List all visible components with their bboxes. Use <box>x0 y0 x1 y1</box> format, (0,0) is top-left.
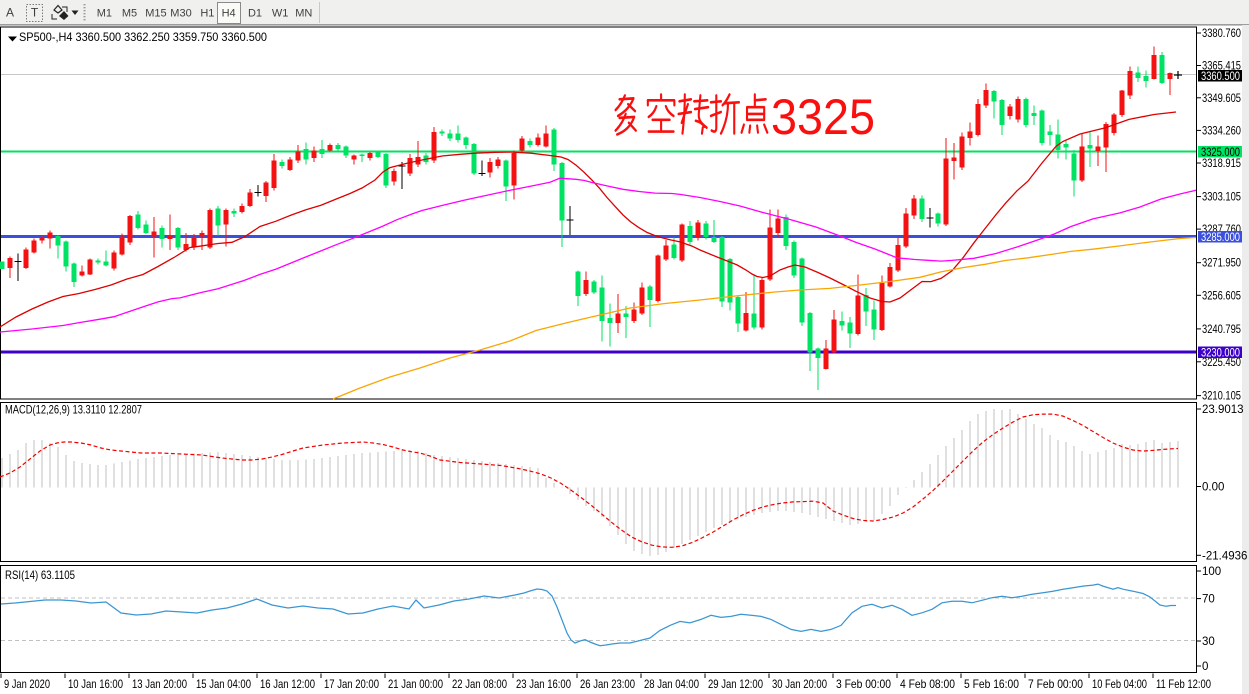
svg-text:3380.760: 3380.760 <box>1202 28 1241 40</box>
svg-text:H1: H1 <box>200 8 214 20</box>
svg-text:3240.795: 3240.795 <box>1202 324 1241 336</box>
svg-text:10 Jan 16:00: 10 Jan 16:00 <box>68 677 123 691</box>
svg-text:0.00: 0.00 <box>1202 482 1224 494</box>
svg-text:3256.605: 3256.605 <box>1202 290 1241 302</box>
svg-text:3271.950: 3271.950 <box>1202 258 1241 270</box>
svg-text:MN: MN <box>295 8 312 20</box>
svg-text:MACD(12,26,9) 13.3110 12.2807: MACD(12,26,9) 13.3110 12.2807 <box>5 403 142 417</box>
svg-text:21 Jan 00:00: 21 Jan 00:00 <box>388 677 443 691</box>
svg-text:3360.500: 3360.500 <box>1201 71 1240 83</box>
svg-text:3225.450: 3225.450 <box>1202 357 1241 369</box>
svg-text:3318.915: 3318.915 <box>1202 158 1241 170</box>
svg-text:M30: M30 <box>170 8 191 20</box>
svg-text:-21.4936: -21.4936 <box>1202 550 1247 562</box>
svg-text:29 Jan 12:00: 29 Jan 12:00 <box>708 677 763 691</box>
svg-text:100: 100 <box>1202 566 1221 578</box>
svg-text:3303.105: 3303.105 <box>1202 192 1241 204</box>
svg-text:3 Feb 00:00: 3 Feb 00:00 <box>836 677 891 691</box>
svg-text:16 Jan 12:00: 16 Jan 12:00 <box>260 677 315 691</box>
svg-text:H4: H4 <box>222 8 236 20</box>
svg-text:11 Feb 12:00: 11 Feb 12:00 <box>1156 677 1211 691</box>
svg-text:3334.260: 3334.260 <box>1202 125 1241 137</box>
svg-text:30 Jan 20:00: 30 Jan 20:00 <box>772 677 827 691</box>
svg-text:3325.000: 3325.000 <box>1201 147 1240 159</box>
svg-text:26 Jan 23:00: 26 Jan 23:00 <box>580 677 635 691</box>
svg-text:70: 70 <box>1202 594 1215 606</box>
svg-text:W1: W1 <box>272 8 289 20</box>
svg-text:3230.000: 3230.000 <box>1201 347 1240 359</box>
svg-text:0: 0 <box>1202 661 1208 673</box>
svg-text:22 Jan 08:00: 22 Jan 08:00 <box>452 677 507 691</box>
svg-text:3285.000: 3285.000 <box>1201 232 1240 244</box>
svg-text:RSI(14) 63.1105: RSI(14) 63.1105 <box>5 568 75 582</box>
svg-text:23.9013: 23.9013 <box>1202 404 1244 416</box>
svg-text:T: T <box>31 6 39 20</box>
svg-text:D1: D1 <box>248 8 262 20</box>
svg-text:10 Feb 04:00: 10 Feb 04:00 <box>1092 677 1147 691</box>
svg-text:3349.605: 3349.605 <box>1202 93 1241 105</box>
svg-text:M1: M1 <box>97 8 112 20</box>
svg-text:3210.105: 3210.105 <box>1202 391 1241 403</box>
svg-text:4 Feb 08:00: 4 Feb 08:00 <box>900 677 955 691</box>
svg-text:30: 30 <box>1202 636 1215 648</box>
svg-text:SP500-,H4 3360.500 3362.250 3: SP500-,H4 3360.500 3362.250 3359.750 336… <box>19 30 267 44</box>
svg-text:28 Jan 04:00: 28 Jan 04:00 <box>644 677 699 691</box>
svg-text:5 Feb 16:00: 5 Feb 16:00 <box>964 677 1019 691</box>
svg-text:17 Jan 20:00: 17 Jan 20:00 <box>324 677 379 691</box>
svg-text:7 Feb 00:00: 7 Feb 00:00 <box>1028 677 1083 691</box>
svg-text:3365.415: 3365.415 <box>1202 61 1241 73</box>
svg-text:M15: M15 <box>145 8 166 20</box>
svg-text:23 Jan 16:00: 23 Jan 16:00 <box>516 677 571 691</box>
svg-text:A: A <box>6 6 14 20</box>
svg-text:15 Jan 04:00: 15 Jan 04:00 <box>196 677 251 691</box>
svg-text:13 Jan 20:00: 13 Jan 20:00 <box>132 677 187 691</box>
svg-text:3325: 3325 <box>771 89 875 145</box>
svg-text:M5: M5 <box>122 8 137 20</box>
svg-text:9 Jan 2020: 9 Jan 2020 <box>4 677 50 691</box>
